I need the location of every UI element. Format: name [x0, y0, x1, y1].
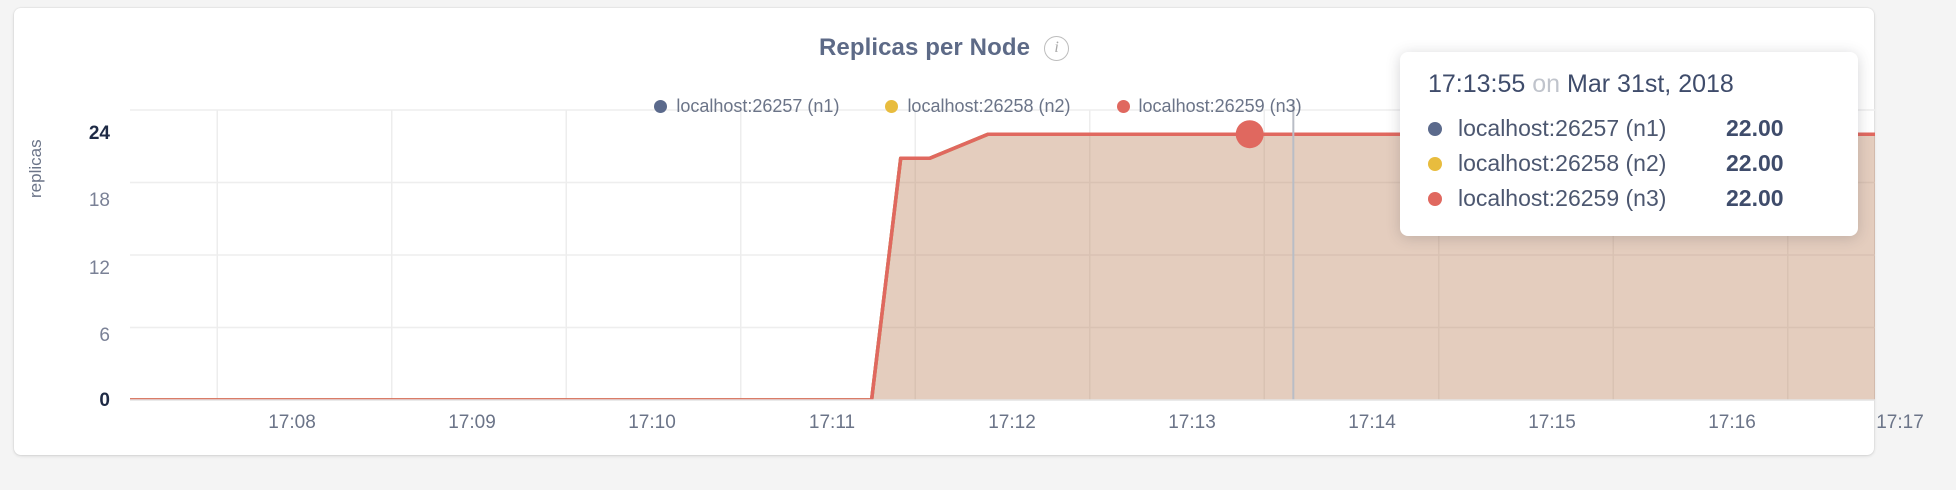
- tooltip-series-value: 22.00: [1726, 185, 1784, 211]
- legend-label: localhost:26257 (n1): [676, 96, 840, 116]
- tooltip-series-label: localhost:26258 (n2): [1458, 150, 1667, 176]
- x-tick-1709: 17:09: [448, 412, 496, 433]
- tooltip-row: localhost:26259 (n3) 22.00: [1428, 181, 1834, 216]
- x-tick-1714: 17:14: [1348, 412, 1396, 433]
- tooltip-row: localhost:26257 (n1) 22.00: [1428, 111, 1834, 146]
- x-tick-1710: 17:10: [628, 412, 676, 433]
- info-icon[interactable]: i: [1044, 35, 1070, 61]
- legend-dot-icon: [1116, 100, 1130, 113]
- chart-header: Replicas per Node i: [14, 34, 1874, 62]
- tooltip-series-value: 22.00: [1726, 150, 1784, 176]
- tooltip-series-value: 22.00: [1726, 115, 1784, 141]
- tooltip-series-label: localhost:26257 (n1): [1458, 115, 1667, 141]
- y-tick-0: 0: [99, 390, 110, 411]
- y-tick-24: 24: [88, 123, 110, 144]
- legend-dot-icon: [885, 100, 899, 113]
- tooltip-row: localhost:26258 (n2) 22.00: [1428, 146, 1834, 181]
- tooltip-date: Mar 31st, 2018: [1567, 70, 1734, 98]
- x-tick-1717: 17:17: [1876, 412, 1924, 433]
- y-tick-12: 12: [88, 258, 110, 279]
- legend-label: localhost:26259 (n3): [1138, 96, 1302, 116]
- legend-item-n1[interactable]: localhost:26257 (n1): [654, 96, 839, 117]
- legend-dot-icon: [654, 100, 668, 113]
- x-tick-1713: 17:13: [1168, 412, 1216, 433]
- tooltip-series-label: localhost:26259 (n3): [1458, 185, 1667, 211]
- chart-tooltip: 17:13:55 on Mar 31st, 2018 localhost:262…: [1400, 52, 1858, 236]
- legend-label: localhost:26258 (n2): [907, 96, 1071, 116]
- chart-legend: localhost:26257 (n1) localhost:26258 (n2…: [0, 96, 1956, 117]
- tooltip-header: 17:13:55 on Mar 31st, 2018: [1428, 70, 1834, 99]
- x-tick-1716: 17:16: [1708, 412, 1756, 433]
- x-tick-1711: 17:11: [808, 412, 856, 433]
- legend-item-n3[interactable]: localhost:26259 (n3): [1116, 96, 1302, 117]
- y-tick-6: 6: [99, 325, 110, 346]
- x-tick-1708: 17:08: [268, 412, 316, 433]
- x-tick-1712: 17:12: [988, 412, 1036, 433]
- x-tick-1715: 17:15: [1528, 412, 1576, 433]
- tooltip-dot-icon: [1428, 156, 1442, 171]
- tooltip-dot-icon: [1428, 121, 1442, 136]
- page-title: Replicas per Node: [818, 34, 1031, 61]
- tooltip-on-word: on: [1532, 70, 1561, 98]
- tooltip-dot-icon: [1428, 191, 1442, 206]
- tooltip-time: 17:13:55: [1428, 70, 1526, 98]
- y-tick-18: 18: [88, 190, 110, 211]
- legend-item-n2[interactable]: localhost:26258 (n2): [885, 96, 1071, 117]
